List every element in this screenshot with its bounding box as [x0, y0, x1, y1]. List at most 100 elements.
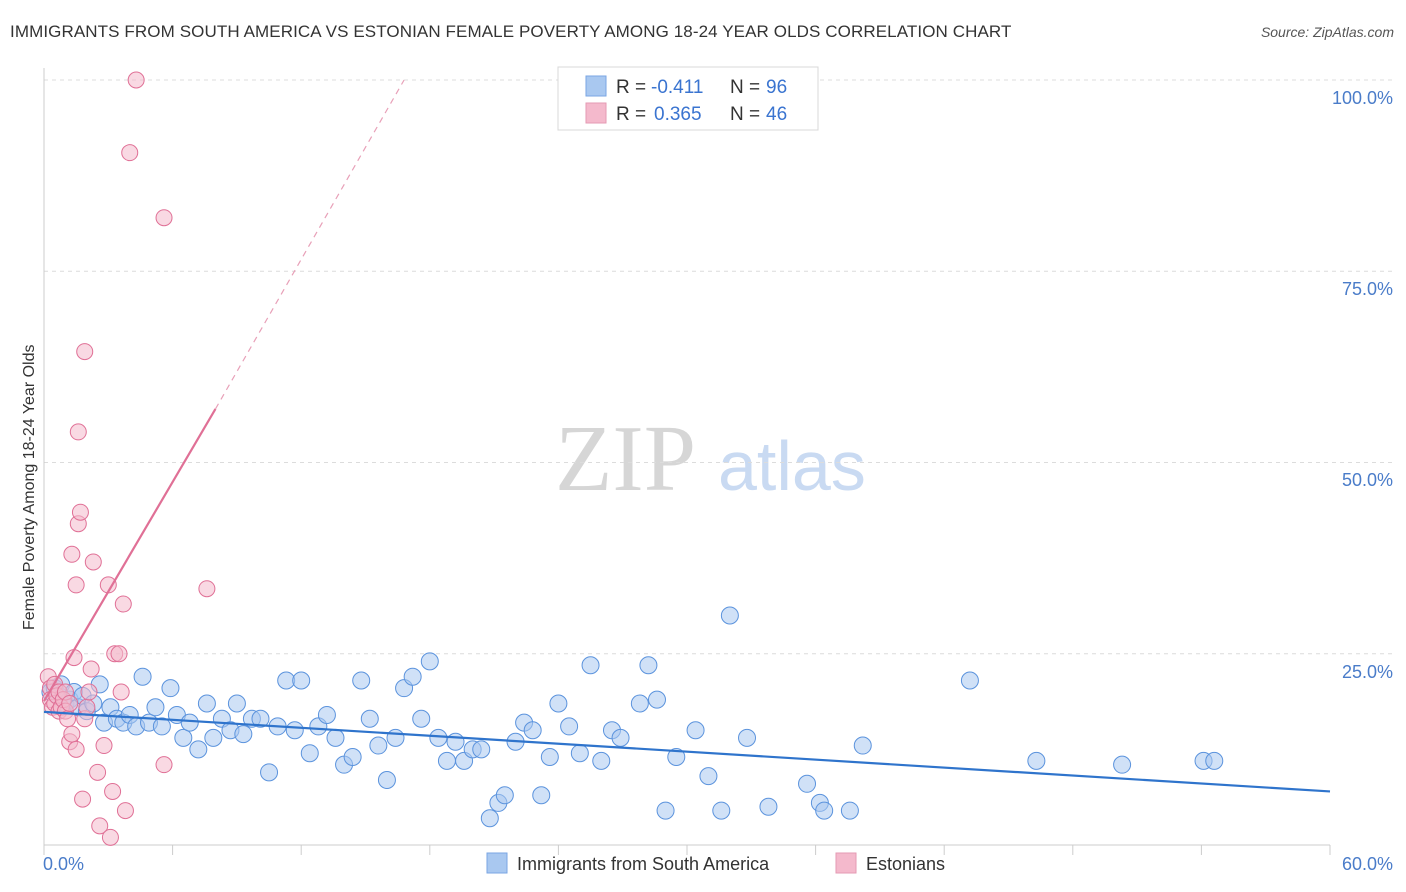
- point-immigrants-91: [853, 736, 872, 755]
- point-immigrants-81: [686, 721, 705, 740]
- legend-swatch-pink: [585, 102, 607, 124]
- trend-line-estonians-extension: [214, 79, 405, 410]
- point-immigrants-47: [360, 709, 379, 728]
- point-estonians-36: [104, 782, 122, 800]
- point-immigrants-31: [227, 694, 246, 713]
- point-immigrants-56: [437, 751, 456, 770]
- series-immigrants-points: [41, 606, 1224, 828]
- point-immigrants-32: [234, 725, 253, 744]
- legend-swatch-blue: [585, 75, 607, 97]
- point-immigrants-93: [1027, 751, 1046, 770]
- x-tick-60: 60.0%: [1342, 854, 1393, 874]
- point-estonians-29: [82, 660, 100, 678]
- bottom-legend-label-estonians: Estonians: [866, 854, 945, 874]
- point-immigrants-61: [480, 809, 499, 828]
- point-estonians-35: [101, 828, 119, 846]
- axes: [43, 68, 1331, 855]
- point-immigrants-90: [840, 801, 859, 820]
- point-immigrants-66: [523, 721, 542, 740]
- point-estonians-41: [116, 802, 134, 820]
- point-immigrants-57: [446, 732, 465, 751]
- gridlines: [44, 79, 1392, 655]
- point-immigrants-60: [472, 740, 491, 759]
- point-immigrants-82: [699, 767, 718, 786]
- point-estonians-16: [63, 725, 81, 743]
- point-immigrants-72: [581, 656, 600, 675]
- legend-r-value-1: -0.411: [651, 77, 703, 98]
- point-immigrants-54: [420, 652, 439, 671]
- point-estonians-27: [78, 698, 96, 716]
- point-immigrants-78: [647, 690, 666, 709]
- trend-lines: [43, 79, 1331, 793]
- point-immigrants-18: [133, 667, 152, 686]
- point-immigrants-52: [403, 667, 422, 686]
- correlation-legend: R = -0.411 N = 96 R = 0.365 N = 46: [557, 66, 819, 131]
- point-immigrants-55: [429, 728, 448, 747]
- y-tick-25: 25.0%: [1342, 662, 1393, 682]
- point-immigrants-46: [352, 671, 371, 690]
- y-axis-label: Female Poverty Among 18-24 Year Olds: [21, 345, 38, 631]
- point-immigrants-26: [189, 740, 208, 759]
- point-immigrants-37: [277, 671, 296, 690]
- point-estonians-42: [127, 71, 145, 89]
- point-immigrants-94: [1113, 755, 1132, 774]
- legend-n-label-1: N =: [730, 77, 760, 98]
- point-estonians-30: [84, 553, 102, 571]
- point-immigrants-27: [197, 694, 216, 713]
- point-immigrants-84: [720, 606, 739, 625]
- point-immigrants-79: [656, 801, 675, 820]
- point-immigrants-92: [960, 671, 979, 690]
- point-immigrants-71: [570, 744, 589, 763]
- point-estonians-44: [155, 756, 173, 774]
- point-immigrants-39: [292, 671, 311, 690]
- bottom-legend-swatch-pink: [835, 852, 857, 874]
- y-tick-75: 75.0%: [1342, 279, 1393, 299]
- point-immigrants-34: [251, 709, 270, 728]
- legend-n-value-2: 46: [766, 104, 787, 125]
- point-immigrants-68: [540, 748, 559, 767]
- legend-r-label-1: R =: [616, 77, 646, 98]
- trend-line-immigrants: [43, 710, 1331, 793]
- point-immigrants-22: [161, 679, 180, 698]
- point-estonians-33: [95, 737, 113, 755]
- point-immigrants-25: [180, 713, 199, 732]
- point-immigrants-69: [549, 694, 568, 713]
- watermark-atlas: atlas: [718, 427, 866, 505]
- point-immigrants-45: [343, 748, 362, 767]
- point-immigrants-70: [560, 717, 579, 736]
- point-immigrants-48: [369, 736, 388, 755]
- point-estonians-45: [198, 580, 216, 598]
- watermark-zip: ZIP: [555, 407, 696, 511]
- point-estonians-31: [89, 763, 107, 781]
- point-immigrants-53: [412, 709, 431, 728]
- point-estonians-38: [110, 645, 128, 663]
- x-tick-0: 0.0%: [43, 854, 84, 874]
- point-immigrants-87: [798, 774, 817, 793]
- point-estonians-43: [155, 209, 173, 227]
- point-immigrants-21: [152, 717, 171, 736]
- point-estonians-17: [63, 545, 81, 563]
- point-estonians-40: [112, 683, 130, 701]
- point-immigrants-38: [285, 721, 304, 740]
- point-estonians-23: [71, 503, 89, 521]
- chart-title: IMMIGRANTS FROM SOUTH AMERICA VS ESTONIA…: [10, 22, 1012, 41]
- point-immigrants-75: [611, 728, 630, 747]
- point-immigrants-73: [592, 751, 611, 770]
- point-estonians-19: [67, 740, 85, 758]
- point-immigrants-83: [712, 801, 731, 820]
- y-tick-100: 100.0%: [1332, 88, 1393, 108]
- point-estonians-39: [114, 595, 132, 613]
- point-estonians-21: [69, 423, 87, 441]
- point-immigrants-35: [260, 763, 279, 782]
- point-immigrants-28: [204, 728, 223, 747]
- point-estonians-25: [76, 343, 94, 361]
- point-estonians-24: [74, 790, 92, 808]
- bottom-legend-swatch-blue: [486, 852, 508, 874]
- point-immigrants-43: [326, 728, 345, 747]
- point-immigrants-49: [377, 770, 396, 789]
- point-immigrants-89: [815, 801, 834, 820]
- bottom-legend-label-immigrants: Immigrants from South America: [517, 854, 770, 874]
- point-immigrants-67: [532, 786, 551, 805]
- trend-line-estonians: [43, 408, 217, 702]
